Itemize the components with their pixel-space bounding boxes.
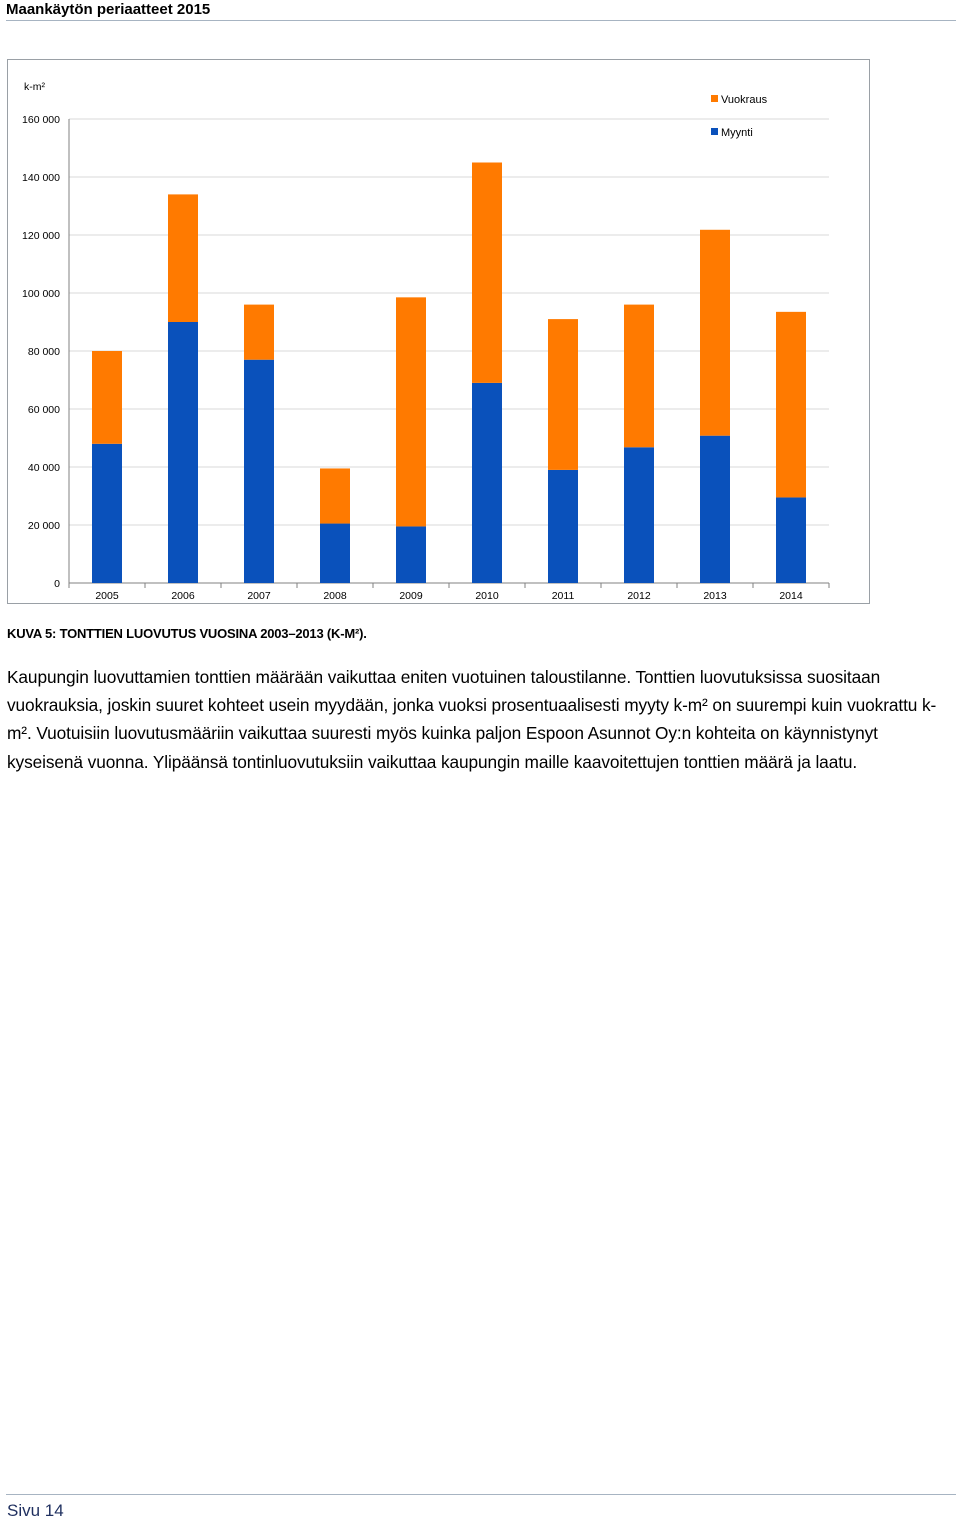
x-tick-label: 2014: [779, 590, 803, 602]
y-tick-label: 60 000: [28, 404, 60, 416]
x-tick-label: 2006: [171, 590, 195, 602]
bar-myynti-2011: [548, 469, 578, 583]
bar-myynti-2008: [320, 523, 350, 583]
legend-swatch-vuokraus: [711, 95, 718, 102]
bar-vuokraus-2006: [168, 194, 198, 322]
bar-myynti-2006: [168, 322, 198, 583]
y-tick-label: 40 000: [28, 462, 60, 474]
bar-vuokraus-2011: [548, 319, 578, 470]
bar-myynti-2007: [244, 359, 274, 583]
x-tick-label: 2008: [323, 590, 347, 602]
y-tick-label: 100 000: [22, 288, 60, 300]
figure-caption: KUVA 5: TONTTIEN LUOVUTUS VUOSINA 2003–2…: [7, 626, 367, 641]
legend-label-vuokraus: Vuokraus: [721, 94, 768, 106]
bar-vuokraus-2007: [244, 304, 274, 360]
legend-label-myynti: Myynti: [721, 127, 753, 139]
bar-vuokraus-2010: [472, 162, 502, 383]
x-tick-label: 2007: [247, 590, 271, 602]
legend-swatch-myynti: [711, 128, 718, 135]
page-number: Sivu 14: [7, 1501, 64, 1520]
bar-vuokraus-2009: [396, 297, 426, 527]
y-tick-label: 20 000: [28, 520, 60, 532]
header-divider: [6, 20, 956, 21]
bar-myynti-2005: [92, 443, 122, 583]
bar-vuokraus-2012: [624, 304, 654, 448]
chart-container: 0 20 000 40 000 60 000 80 000 100 000 120 000 1…: [7, 59, 870, 604]
bar-myynti-2009: [396, 526, 426, 583]
page-header: Maankäytön periaatteet 2015: [6, 0, 956, 21]
bar-myynti-2010: [472, 382, 502, 583]
bar-vuokraus-2005: [92, 351, 122, 444]
y-tick-label: 120 000: [22, 230, 60, 242]
y-tick-label: 0: [54, 578, 60, 590]
x-tick-label: 2005: [95, 590, 119, 602]
bar-vuokraus-2008: [320, 468, 350, 524]
y-tick-label: 140 000: [22, 172, 60, 184]
x-tick-label: 2009: [399, 590, 423, 602]
bar-myynti-2014: [776, 497, 806, 583]
footer-divider: [6, 1494, 956, 1495]
y-tick-label: 80 000: [28, 346, 60, 358]
y-axis-label: k-m²: [24, 81, 45, 93]
x-tick-label: 2013: [703, 590, 727, 602]
body-text: Kaupungin luovuttamien tonttien määrään …: [7, 663, 952, 776]
y-tick-label: 160 000: [22, 114, 60, 126]
bar-myynti-2012: [624, 447, 654, 583]
x-tick-label: 2010: [475, 590, 499, 602]
body-paragraph: Kaupungin luovuttamien tonttien määrään …: [7, 667, 937, 772]
stacked-bar-chart: 0 20 000 40 000 60 000 80 000 100 000 120 000 1…: [22, 81, 830, 602]
bar-vuokraus-2014: [776, 311, 806, 498]
bar-myynti-2013: [700, 435, 730, 583]
document-title: Maankäytön periaatteet 2015: [6, 1, 211, 18]
x-tick-label: 2012: [627, 590, 651, 602]
bar-vuokraus-2013: [700, 229, 730, 436]
x-tick-label: 2011: [552, 590, 575, 602]
